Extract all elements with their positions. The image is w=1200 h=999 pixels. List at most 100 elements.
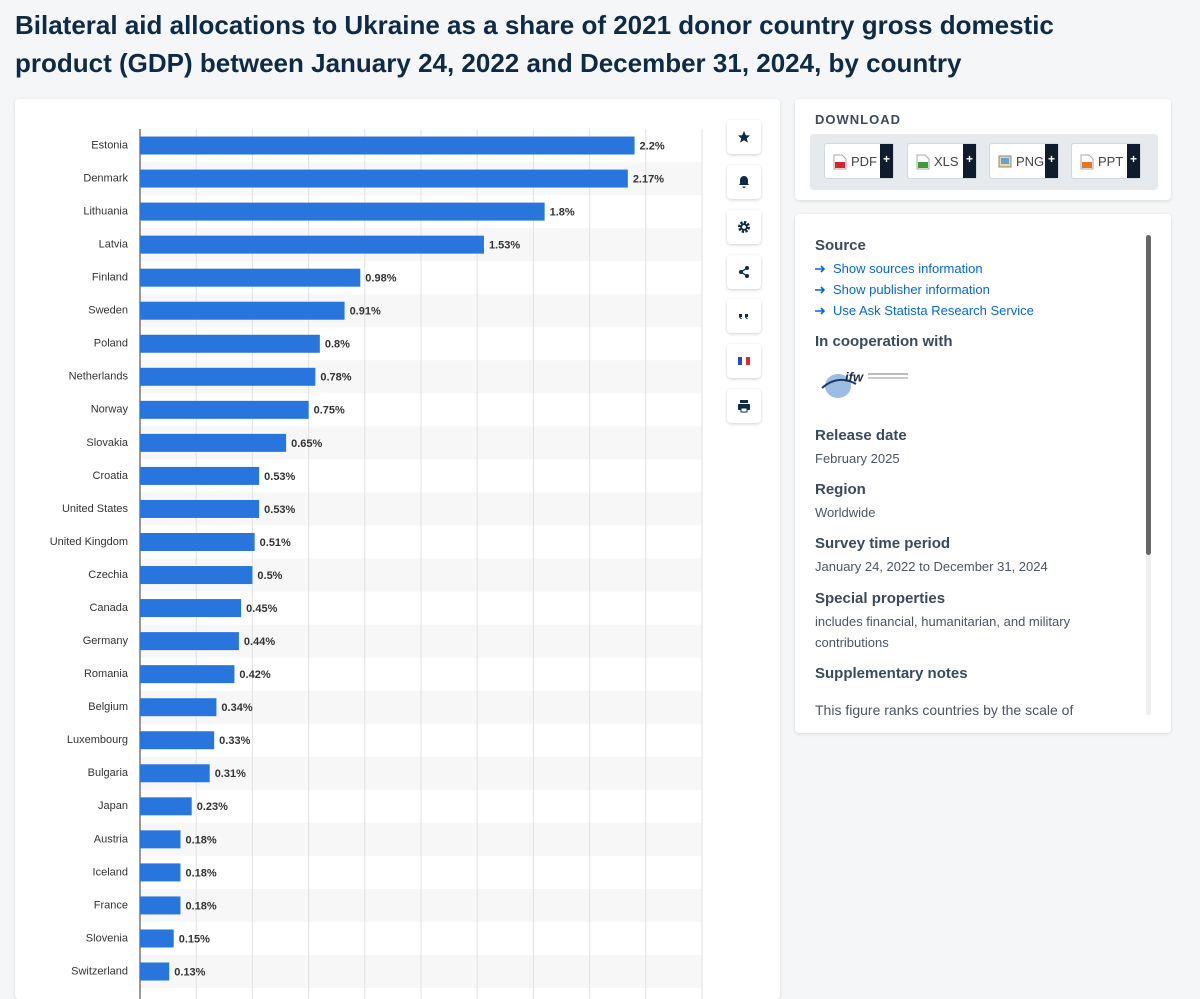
bell-icon [739,176,749,188]
value-label: 0.8% [325,339,350,351]
value-label: 0.18% [185,867,216,879]
chart-card: Estonia 2.2% Denmark 2.17% Lithuania 1.8% Latv… [15,99,780,999]
print-button[interactable] [727,389,761,423]
logo-text: ifw [845,369,864,384]
download-heading: DOWNLOAD [815,112,901,127]
partner-logo: ifw [821,369,908,398]
bar [140,169,628,188]
value-label: 0.31% [215,768,246,780]
value-label: 0.45% [246,603,277,615]
download-pdf[interactable]: PDF + [824,143,894,179]
flag-icon [738,357,750,365]
category-label: Sweden [88,305,128,317]
bar [140,797,192,816]
category-label: Norway [91,404,129,416]
release-heading: Release date [815,427,907,444]
value-label: 0.53% [264,504,295,516]
share-button[interactable] [727,255,761,289]
cooperation-heading: In cooperation with [815,333,953,350]
value-label: 0.15% [179,933,210,945]
bar [140,698,217,717]
format-label: PNG [1016,154,1045,169]
bar [140,202,545,221]
download-png[interactable]: PNG + [989,143,1059,179]
bar [140,962,170,981]
category-label: Poland [94,338,128,350]
link-text[interactable]: Show publisher information [833,282,990,297]
share-icon [739,266,749,278]
properties-value: includes financial, humanitarian, and mi… [815,614,1071,650]
star-icon [738,131,750,143]
category-label: France [94,899,128,911]
value-label: 0.98% [365,273,396,285]
value-label: 1.53% [489,240,520,252]
value-label: 0.23% [197,801,228,813]
category-label: Czechia [88,569,129,581]
ppt-icon [1080,154,1094,170]
plus-sign: + [963,144,976,178]
bar [140,830,181,849]
quote-icon [739,314,748,319]
plus-sign: + [1127,144,1140,178]
settings-button[interactable] [727,210,761,244]
bar [140,632,239,651]
xls-icon [916,154,930,170]
plus-sign: + [1045,144,1058,178]
value-label: 0.65% [291,438,322,450]
notes-heading: Supplementary notes [815,665,968,682]
category-label: Slovakia [86,437,128,449]
download-xls[interactable]: XLS + [907,143,977,179]
bar [140,499,260,518]
bar [140,301,345,320]
value-label: 0.53% [264,471,295,483]
research-link[interactable]: Use Ask Statista Research Service [815,303,1034,318]
link-text[interactable]: Show sources information [833,261,983,276]
value-label: 1.8% [550,207,575,219]
bar [140,400,309,419]
details-card: Source Show sources information Show pub… [795,214,1171,733]
bar [140,764,210,783]
language-button[interactable] [727,344,761,378]
pdf-icon [833,154,847,170]
bar [140,334,320,353]
value-label: 0.75% [314,405,345,417]
bar [140,533,255,551]
bar [140,433,287,452]
value-label: 0.42% [239,669,270,681]
region-heading: Region [815,481,866,498]
bar [140,466,260,485]
category-label: Iceland [93,866,128,878]
category-label: Romania [84,668,129,680]
png-icon [998,155,1012,168]
format-label: XLS [934,154,959,169]
publisher-link[interactable]: Show publisher information [815,282,990,297]
properties-heading: Special properties [815,590,946,607]
source-link[interactable]: Show sources information [815,261,983,276]
value-label: 0.5% [257,570,282,582]
format-label: PPT [1098,154,1124,169]
source-heading: Source [815,237,866,254]
download-ppt[interactable]: PPT + [1071,143,1141,179]
value-label: 0.51% [260,537,291,549]
notification-button[interactable] [727,165,761,199]
scrollbar[interactable] [1146,235,1151,715]
link-text[interactable]: Use Ask Statista Research Service [833,303,1034,318]
category-label: Estonia [91,139,129,151]
bar [140,599,242,618]
period-heading: Survey time period [815,535,951,552]
category-label: Latvia [99,239,129,251]
region-value: Worldwide [815,505,876,520]
category-label: United Kingdom [50,536,128,548]
category-label: Switzerland [71,965,128,977]
cite-button[interactable] [727,299,761,333]
category-label: Belgium [88,701,128,713]
bar [140,136,635,155]
favorite-button[interactable] [727,120,761,154]
value-label: 2.2% [640,140,665,152]
period-value: January 24, 2022 to December 31, 2024 [815,559,1048,574]
value-label: 0.33% [219,735,250,747]
category-label: Japan [98,800,128,812]
format-label: PDF [851,154,877,169]
value-label: 0.18% [185,900,216,912]
bar [140,731,215,750]
